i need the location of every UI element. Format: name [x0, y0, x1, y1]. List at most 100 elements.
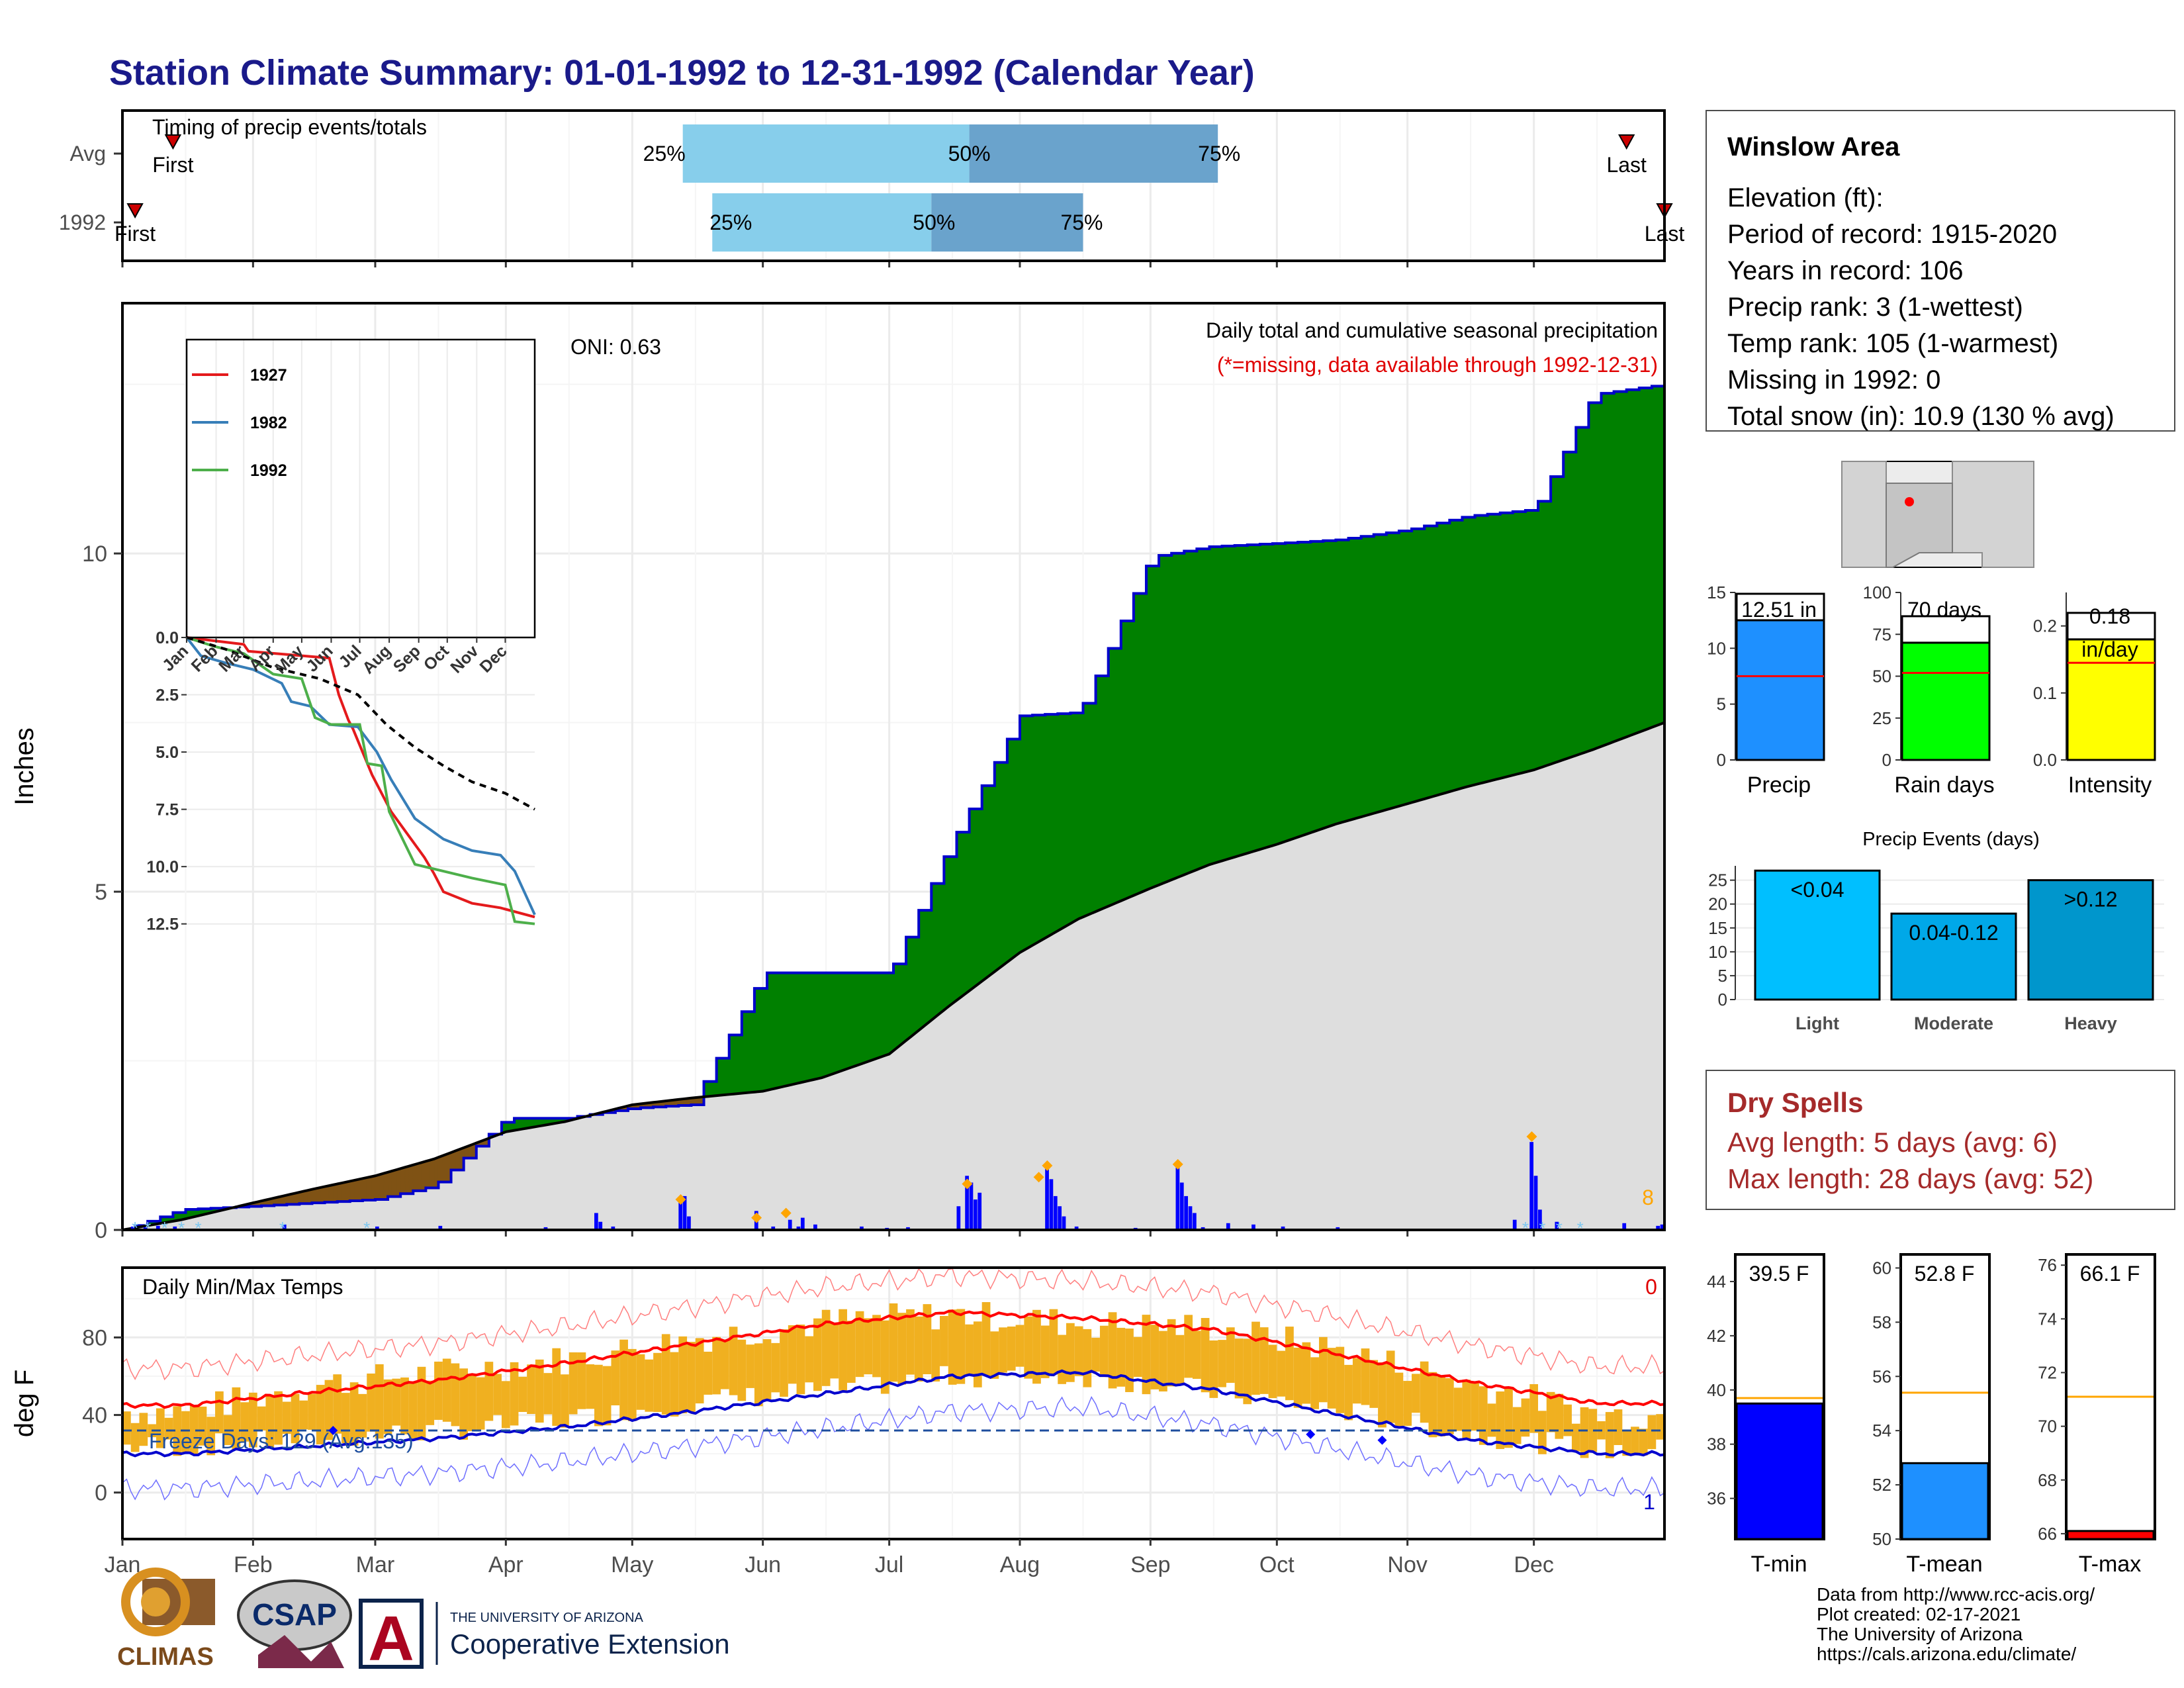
first-event-marker: [164, 134, 182, 150]
daily-precip-bar: [788, 1219, 792, 1230]
main-ytick-label: 10: [82, 541, 107, 567]
daily-precip-bar: [678, 1203, 683, 1230]
daily-precip-bar: [813, 1224, 817, 1230]
record-low-marker: [328, 1426, 338, 1435]
temp-title: Daily Min/Max Temps: [142, 1275, 343, 1299]
timing-pct-50: 50%: [913, 211, 955, 234]
daily-temp-bar: [839, 1309, 847, 1391]
daily-temp-bar: [1571, 1423, 1580, 1452]
daily-temp-bar: [1218, 1340, 1226, 1387]
daily-precip-bar: [800, 1217, 805, 1230]
daily-precip-bar: [1062, 1216, 1066, 1230]
daily-temp-bar: [1412, 1374, 1420, 1413]
daily-temp-bar: [687, 1342, 696, 1412]
daily-precip-bar: [1251, 1224, 1255, 1230]
missing-marker: *: [279, 1218, 286, 1238]
daily-temp-bar: [611, 1350, 620, 1406]
inset-month-label: Nov: [447, 641, 482, 677]
event-bar: [2027, 879, 2154, 1001]
daily-temp-bar: [973, 1321, 982, 1387]
tsum-bar-tmean: [1901, 1462, 1989, 1540]
daily-temp-bar: [1058, 1335, 1067, 1384]
precip-label: Precip: [1747, 773, 1811, 798]
daily-precip-bar: [1281, 1226, 1285, 1230]
daily-temp-bar: [872, 1315, 881, 1378]
legend-label-1927: 1927: [250, 366, 287, 385]
daily-temp-bar: [1453, 1387, 1463, 1431]
station-name: Winslow Area: [1727, 132, 1900, 162]
daily-temp-bar: [1479, 1386, 1488, 1445]
daily-precip-bar: [594, 1213, 598, 1230]
temp-lines: [122, 1268, 1665, 1501]
rain-days-value: 70 days: [1907, 598, 1981, 622]
daily-precip-bar: [796, 1226, 801, 1230]
record-low-marker: [1306, 1429, 1316, 1439]
daily-temp-bar: [678, 1336, 688, 1414]
info-line: Missing in 1992: 0: [1727, 365, 1940, 395]
daily-precip-bar: [375, 1226, 379, 1230]
daily-precip-bar: [687, 1216, 691, 1230]
snow-marker: [962, 1178, 973, 1190]
daily-temp-bar: [122, 1411, 131, 1445]
ua-mark-box: [359, 1599, 424, 1669]
timing-bar-early: [712, 193, 932, 252]
daily-temp-bar: [1445, 1378, 1454, 1434]
last-event-marker: [1618, 134, 1635, 150]
month-label: Dec: [1514, 1552, 1553, 1577]
timing-pct-25: 25%: [709, 211, 752, 234]
daily-temp-bar: [324, 1380, 334, 1440]
tmean-value: 52.8 F: [1915, 1262, 1975, 1286]
daily-temp-bar: [569, 1352, 578, 1415]
timing-row-label-year: 1992: [59, 211, 106, 234]
oni-label: ONI: 0.63: [570, 335, 661, 359]
daily-temp-bar: [375, 1364, 384, 1439]
inset-ytick-label: 0.0: [156, 629, 179, 647]
mini-ytick-label: 25: [1872, 708, 1891, 728]
daily-temp-bar: [1259, 1327, 1269, 1394]
precip-events: Precip Events (days) 0 5 10 15 20 25 <0.04 Ligh…: [1708, 829, 2164, 1033]
daily-temp-bar: [846, 1321, 856, 1383]
csap-logo-text: CSAP: [252, 1597, 337, 1632]
daily-temp-bar: [1394, 1372, 1404, 1427]
daily-precip-bar: [906, 1227, 910, 1230]
mini-ytick-label: 15: [1707, 583, 1726, 602]
event-category-label: Heavy: [2064, 1013, 2117, 1033]
location-map: [1841, 461, 2034, 568]
inset-month-label: May: [271, 641, 307, 677]
tsum-ytick-label: 66: [2038, 1524, 2057, 1544]
month-label: Jan: [105, 1552, 141, 1577]
daily-temp-bar: [501, 1381, 510, 1429]
daily-temp-bar: [459, 1368, 469, 1440]
dry-spells-frame: [1706, 1070, 2175, 1210]
tsum-ytick-label: 76: [2038, 1255, 2057, 1275]
daily-temp-bar: [1150, 1325, 1160, 1389]
count-above: 0: [1645, 1275, 1657, 1299]
daily-temp-bar: [215, 1391, 224, 1434]
daily-temp-bar: [1125, 1328, 1134, 1393]
timing-title: Timing of precip events/totals: [152, 115, 427, 139]
info-line: Period of record: 1915-2020: [1727, 220, 2057, 249]
daily-temp-bar: [594, 1364, 603, 1427]
daily-temp-bar: [198, 1406, 207, 1446]
daily-temp-bar: [1336, 1346, 1345, 1413]
csap-logo: CSAP: [237, 1579, 352, 1668]
daily-temp-bar: [1318, 1336, 1328, 1403]
daily-temp-bar: [1529, 1383, 1539, 1433]
inset-lines: [185, 636, 536, 925]
tmean-label: T-mean: [1906, 1552, 1982, 1577]
tsum-ytick-label: 44: [1707, 1272, 1726, 1291]
daily-temp-bar: [1588, 1409, 1598, 1452]
daily-temp-bar: [1024, 1316, 1033, 1379]
daily-temp-bar: [746, 1344, 754, 1388]
cumulative-inset: 0.02.55.07.510.012.5JanFebMarAprMayJunJu…: [146, 338, 536, 934]
daily-precip-bar: [973, 1199, 978, 1230]
daily-temp-bar: [864, 1318, 873, 1375]
tsum-ytick-label: 38: [1707, 1434, 1726, 1454]
tsum-ytick-label: 40: [1707, 1380, 1726, 1400]
daily-temp-bar: [1108, 1312, 1117, 1389]
dry-spells-avg: Avg length: 5 days (avg: 6): [1727, 1127, 2058, 1158]
daily-temp-bar: [1234, 1338, 1244, 1399]
tsum-ytick-label: 52: [1872, 1475, 1891, 1495]
info-line: Years in record: 106: [1727, 256, 1964, 285]
temperature-panel: 0 40 80 Jan Feb Mar Apr May Jun Jul Aug Sep Oct Nov D…: [10, 1266, 1666, 1577]
